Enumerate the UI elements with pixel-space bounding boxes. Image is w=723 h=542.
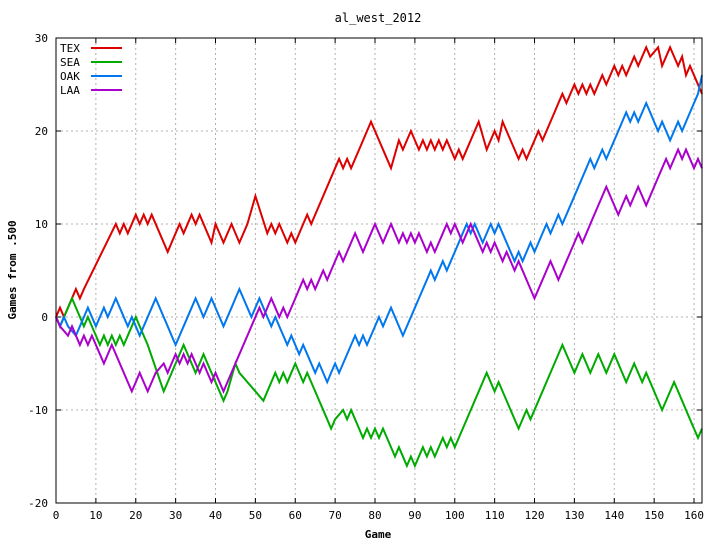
x-tick-label: 110 [485,509,505,522]
x-tick-label: 70 [329,509,342,522]
legend-label-sea: SEA [60,56,80,69]
series-lines [55,44,703,469]
y-tick-label: -10 [28,404,48,417]
y-tick-label: 30 [35,32,48,45]
x-tick-label: 160 [684,509,704,522]
legend-label-oak: OAK [60,70,80,83]
axis-ticks: 0 10 20 30 40 50 60 70 80 90 100 110 120 130 140 150 160… [28,32,704,522]
y-tick-label: -20 [28,497,48,510]
x-tick-label: 20 [129,509,142,522]
x-tick-label: 80 [368,509,381,522]
x-axis-label: Game [365,528,392,541]
x-tick-label: 130 [564,509,584,522]
x-tick-label: 100 [445,509,465,522]
chart-title: al_west_2012 [335,11,422,25]
x-tick-label: 140 [604,509,624,522]
x-tick-label: 10 [89,509,102,522]
x-tick-label: 0 [53,509,60,522]
series-line-tex [55,44,703,320]
x-tick-label: 40 [209,509,222,522]
y-tick-label: 10 [35,218,48,231]
y-tick-label: 20 [35,125,48,138]
legend-label-tex: TEX [60,42,80,55]
x-tick-label: 30 [169,509,182,522]
x-tick-label: 60 [289,509,302,522]
series-line-laa [55,147,703,394]
legend-label-laa: LAA [60,84,80,97]
x-tick-label: 90 [408,509,421,522]
y-axis-label: Games from .500 [6,220,19,319]
x-tick-label: 120 [525,509,545,522]
x-tick-label: 150 [644,509,664,522]
series-line-oak [55,74,703,385]
plot-frame [55,37,703,504]
y-tick-label: 0 [41,311,48,324]
series-line-sea [55,295,703,469]
grid-lines [56,38,702,503]
x-tick-label: 50 [249,509,262,522]
